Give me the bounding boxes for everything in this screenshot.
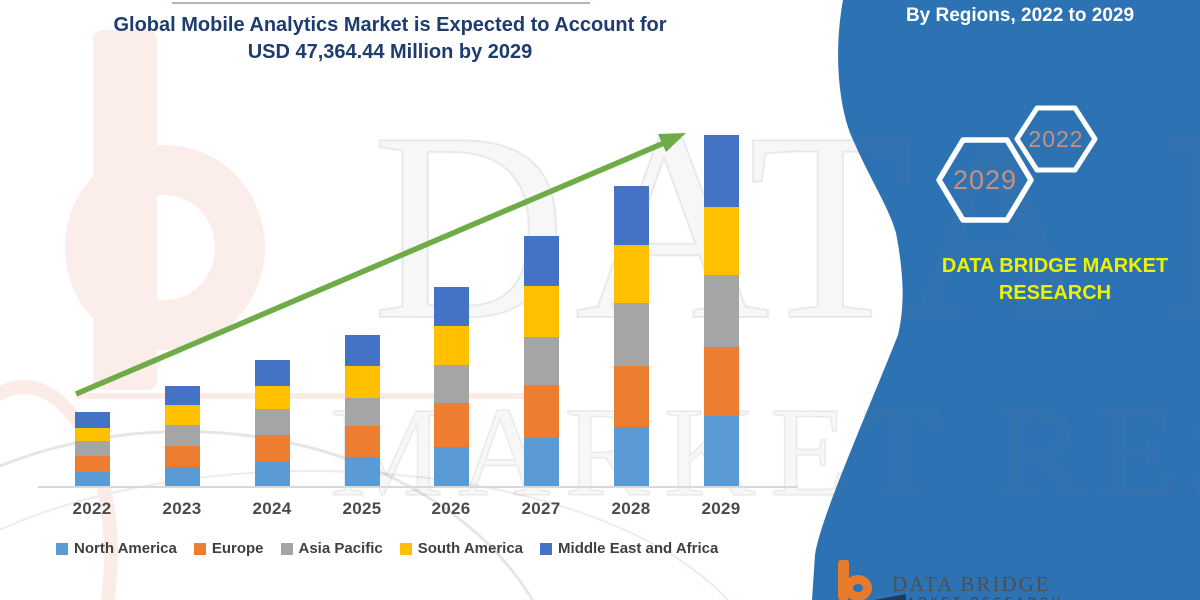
cropped-header-text-sliver <box>172 2 590 4</box>
blue-side-panel <box>812 0 1200 600</box>
segment-asia-pacific <box>254 409 290 435</box>
segment-europe <box>613 366 649 427</box>
legend-label: Europe <box>211 540 264 557</box>
x-axis-label-2027: 2027 <box>521 499 561 518</box>
segment-south-america <box>433 326 469 365</box>
segment-north-america <box>703 416 739 487</box>
segment-asia-pacific <box>164 425 200 446</box>
segment-south-america <box>74 428 110 441</box>
hexagon-2029: 2029 <box>936 136 1034 224</box>
bar-2026 <box>433 287 469 487</box>
legend-label: South America <box>417 540 524 557</box>
segment-middle-east-and-africa <box>74 412 110 428</box>
legend-item-asia-pacific: Asia Pacific <box>280 540 383 557</box>
segment-south-america <box>344 366 380 398</box>
legend-item-north-america: North America <box>56 540 177 557</box>
bar-2024 <box>254 360 290 487</box>
segment-north-america <box>523 438 559 487</box>
x-axis-label-2022: 2022 <box>72 499 112 518</box>
pink-band-decoration <box>76 393 554 399</box>
legend-swatch-icon <box>399 542 412 555</box>
footer-logo: DATA BRIDGE MARKET RESEARCH <box>836 558 1096 600</box>
footer-logo-b-icon-bowl <box>844 575 872 600</box>
legend-label: Asia Pacific <box>298 540 383 557</box>
growth-trend-arrow <box>74 133 686 397</box>
segment-north-america <box>74 472 110 487</box>
segment-asia-pacific <box>433 365 469 403</box>
segment-middle-east-and-africa <box>344 335 380 366</box>
segment-europe <box>344 426 380 457</box>
segment-north-america <box>433 447 469 487</box>
segment-north-america <box>164 467 200 487</box>
bar-2025 <box>344 335 380 487</box>
segment-middle-east-and-africa <box>164 386 200 405</box>
legend-label: North America <box>74 540 177 557</box>
legend-label: Middle East and Africa <box>558 540 719 557</box>
segment-middle-east-and-africa <box>254 360 290 386</box>
segment-south-america <box>613 245 649 303</box>
segment-asia-pacific <box>344 398 380 426</box>
footer-logo-b-icon <box>838 560 849 600</box>
x-axis-label-2025: 2025 <box>342 499 382 518</box>
hexagon-2022: 2022 <box>1014 104 1098 174</box>
segment-europe <box>523 385 559 438</box>
segment-europe <box>703 347 739 416</box>
hexagon-year-label: 2029 <box>952 164 1018 195</box>
bar-2022 <box>74 412 110 487</box>
bar-2023 <box>164 386 200 487</box>
hexagon-outline <box>1014 105 1098 173</box>
segment-south-america <box>703 207 739 275</box>
chart-title-line1: Global Mobile Analytics Market is Expect… <box>113 14 667 36</box>
hexagon-outline <box>936 137 1034 223</box>
chart-title-line2: USD 47,364.44 Million by 2029 <box>247 41 533 63</box>
segment-asia-pacific <box>703 275 739 347</box>
legend-swatch-icon <box>193 542 206 555</box>
x-axis-label-2029: 2029 <box>701 499 741 518</box>
segment-middle-east-and-africa <box>703 135 739 207</box>
segment-south-america <box>254 386 290 409</box>
legend-swatch-icon <box>56 542 68 555</box>
segment-europe <box>254 435 290 461</box>
x-axis-line <box>38 486 798 488</box>
chart-title: Global Mobile Analytics Market is Expect… <box>10 12 770 66</box>
panel-brand-text: DATA BRIDGE MARKET RESEARCH <box>941 255 1169 304</box>
blue-panel-shape <box>812 0 1200 600</box>
legend-item-south-america: South America <box>399 540 524 557</box>
footer-logo-subtitle: MARKET RESEARCH <box>894 596 1064 600</box>
legend-item-middle-east-and-africa: Middle East and Africa <box>540 540 718 557</box>
segment-europe <box>164 446 200 467</box>
segment-middle-east-and-africa <box>523 236 559 286</box>
bar-2027 <box>523 236 559 487</box>
hexagon-year-label: 2022 <box>1028 125 1084 152</box>
segment-asia-pacific <box>523 337 559 385</box>
segment-middle-east-and-africa <box>613 186 649 245</box>
segment-north-america <box>613 427 649 487</box>
segment-asia-pacific <box>74 441 110 456</box>
segment-south-america <box>523 286 559 337</box>
segment-asia-pacific <box>613 303 649 366</box>
bar-2029 <box>703 135 739 487</box>
x-axis-label-2024: 2024 <box>252 499 292 518</box>
bar-2028 <box>613 186 649 487</box>
segment-north-america <box>254 461 290 487</box>
legend-item-europe: Europe <box>193 540 264 557</box>
chart-legend: North America Europe Asia Pacific South Ame… <box>56 540 718 557</box>
segment-south-america <box>164 405 200 425</box>
footer-logo-title: DATA BRIDGE <box>892 572 1051 596</box>
panel-heading: By Regions, 2022 to 2029 <box>905 5 1135 26</box>
segment-north-america <box>344 457 380 487</box>
segment-europe <box>433 403 469 447</box>
x-axis-label-2028: 2028 <box>611 499 651 518</box>
legend-swatch-icon <box>540 542 553 555</box>
x-axis-label-2026: 2026 <box>431 499 471 518</box>
segment-europe <box>74 456 110 472</box>
x-axis-label-2023: 2023 <box>162 499 202 518</box>
segment-middle-east-and-africa <box>433 287 469 326</box>
legend-swatch-icon <box>280 542 293 555</box>
